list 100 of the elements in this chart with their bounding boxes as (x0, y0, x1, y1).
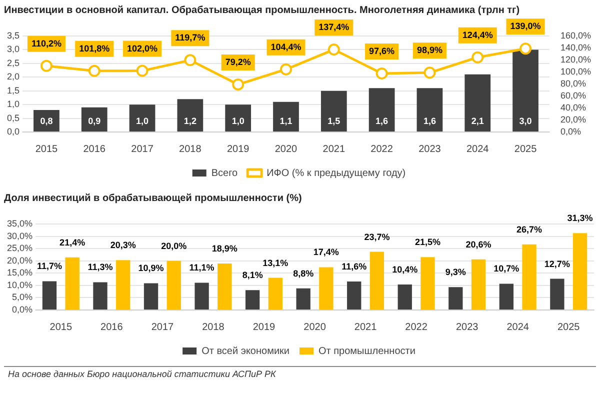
y-tick-label: 0,0 (6, 126, 20, 136)
bar (116, 260, 130, 310)
data-label: 3,0 (519, 116, 532, 126)
bar (268, 278, 282, 310)
data-label: 104,4% (270, 42, 302, 52)
bar (129, 104, 156, 132)
bar (81, 107, 108, 132)
bar (522, 244, 536, 310)
data-label: 1,0 (232, 116, 244, 126)
data-label: 20,6% (466, 239, 492, 250)
bar (144, 283, 158, 310)
bar (471, 259, 486, 310)
data-label: 139,0% (510, 21, 541, 32)
y2-tick-label: 0,0% (560, 126, 581, 136)
legend-label: От всей экономики (202, 346, 290, 357)
y2-tick-label: 160,0% (560, 30, 592, 40)
y-tick-label: 0,5 (6, 112, 20, 123)
y-tick-label: 20,0% (6, 255, 33, 266)
data-label: 8,8% (293, 268, 314, 278)
y2-tick-label: 100,0% (560, 66, 592, 76)
data-label: 137,4% (318, 22, 350, 32)
data-label: 1,2 (184, 116, 196, 126)
point (520, 42, 532, 55)
data-label: 0,8 (40, 116, 53, 126)
data-label: 20,0% (161, 240, 187, 251)
legend-label: ИФО (% к предыдущему году) (266, 168, 406, 179)
text: На основе данных Бюро национальной статистики АСПиР РК (4, 366, 596, 381)
y-tick-label: 2,0 (6, 72, 20, 82)
y-tick-label: 25,0% (6, 243, 33, 254)
data-label: 1,1 (280, 116, 292, 126)
data-label: 17,4% (313, 247, 339, 258)
x-tick-label: 2020 (274, 144, 298, 155)
bar (42, 281, 57, 310)
x-tick-label: 2019 (252, 322, 276, 333)
x-tick-label: 2017 (151, 322, 174, 333)
bar (65, 257, 80, 310)
data-label: 11,1% (189, 262, 214, 273)
point (40, 60, 52, 72)
data-label: 9,3% (445, 267, 466, 278)
bar (398, 284, 412, 310)
bar (166, 260, 181, 310)
data-label: 11,6% (342, 261, 367, 272)
legend-label: От промышленности (318, 346, 416, 357)
y-tick-label: 1,5 (6, 85, 20, 96)
y-tick-label: 0,0% (12, 304, 33, 314)
data-label: 11,7% (36, 261, 62, 272)
bar (420, 257, 435, 310)
y-tick-label: 1,0 (6, 99, 20, 110)
data-label: 13,1% (262, 258, 288, 268)
x-tick-label: 2018 (202, 322, 225, 333)
x-tick-label: 2015 (35, 144, 58, 155)
bar (512, 50, 538, 132)
bar (370, 252, 384, 310)
point (88, 64, 100, 77)
x-tick-label: 2018 (179, 144, 202, 155)
bar (296, 288, 310, 310)
y-tick-label: 15,0% (6, 268, 33, 278)
data-label: 1,6 (376, 116, 388, 126)
data-label: 23,7% (364, 232, 390, 242)
y2-tick-label: 140,0% (560, 42, 592, 52)
chart-title: Инвестиции в основной капитал. Обрабатывающая промышленность. Многолетняя динамика (трлн тг) (4, 4, 520, 16)
bar (194, 282, 209, 310)
data-label: 124,4% (462, 30, 493, 40)
data-label: 18,9% (212, 244, 238, 254)
y-tick-label: 3,5 (6, 30, 20, 40)
data-label: 1,5 (328, 116, 340, 126)
data-label: 110,2% (31, 38, 62, 48)
data-label: 31,3% (567, 213, 593, 224)
bar (177, 99, 204, 132)
data-label: 8,1% (242, 270, 263, 280)
y2-tick-label: 20,0% (560, 114, 586, 124)
y-tick-label: 10,0% (6, 280, 33, 290)
point (328, 44, 340, 56)
y2-tick-label: 120,0% (560, 54, 592, 64)
x-tick-label: 2016 (100, 322, 124, 333)
data-label: 0,9 (88, 116, 101, 126)
data-label: 101,8% (79, 43, 110, 54)
x-tick-label: 2024 (506, 322, 530, 333)
x-tick-label: 2022 (370, 144, 394, 155)
x-tick-label: 2020 (304, 322, 326, 333)
point (232, 78, 244, 90)
legend-label: Всего (211, 168, 238, 179)
point (184, 54, 196, 66)
bar (464, 74, 491, 132)
bar (368, 88, 395, 132)
data-label: 1,0 (136, 116, 149, 126)
data-label: 21,5% (414, 237, 440, 248)
point (472, 51, 484, 64)
bar (499, 284, 514, 310)
bar (273, 102, 299, 132)
x-tick-label: 2023 (456, 322, 479, 333)
x-tick-label: 2016 (83, 144, 106, 155)
x-tick-label: 2017 (131, 144, 154, 155)
data-label: 119,7% (175, 32, 206, 43)
x-tick-label: 2021 (354, 322, 378, 333)
bar (347, 281, 362, 310)
data-label: 79,2% (225, 56, 251, 67)
data-label: 97,6% (369, 46, 395, 56)
bar (34, 110, 60, 132)
x-tick-label: 2022 (405, 322, 428, 333)
